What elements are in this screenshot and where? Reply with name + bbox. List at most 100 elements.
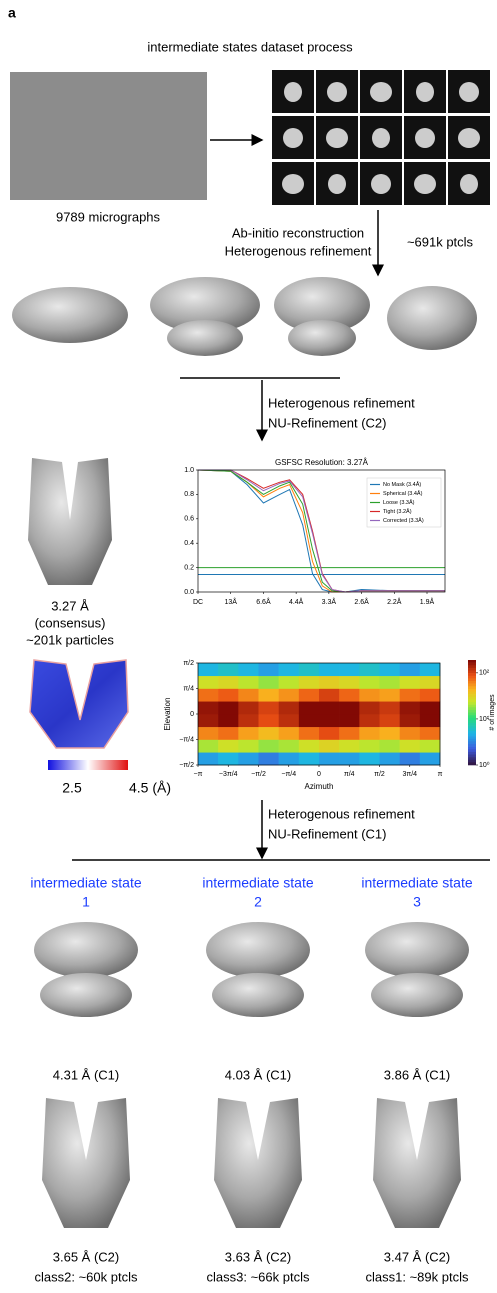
heat-cell	[359, 752, 380, 766]
class-blob	[415, 128, 435, 148]
heat-cell	[379, 739, 400, 753]
heat-cell	[339, 739, 360, 753]
heat-cell	[218, 739, 239, 753]
heat-cell	[298, 675, 320, 689]
heat-cell	[198, 726, 219, 740]
y-tick-label: 0.4	[184, 540, 194, 547]
micrographs-label: 9789 micrographs	[56, 209, 161, 224]
x-axis-label: Azimuth	[305, 782, 334, 791]
colorbar-segment	[468, 694, 476, 698]
colorbar-segment	[468, 712, 476, 716]
colorbar-segment	[468, 660, 476, 663]
state-resolution-c1: 4.03 Å (C1)	[225, 1067, 291, 1082]
heat-cell	[198, 688, 219, 702]
class-averages	[272, 70, 490, 205]
heat-cell	[419, 688, 441, 702]
particles-label: ~691k ptcls	[407, 234, 474, 249]
x-tick-label: π/2	[374, 771, 385, 778]
colorbar-segment	[468, 665, 476, 669]
heat-cell	[319, 675, 340, 689]
heat-cell	[238, 688, 259, 702]
colorbar-segment	[468, 683, 476, 687]
heat-cell	[218, 701, 239, 715]
chart-title: GSFSC Resolution: 3.27Å	[275, 458, 369, 467]
heat-cell	[359, 675, 380, 689]
heat-cell	[319, 739, 340, 753]
heat-cell	[419, 701, 441, 715]
y-tick-label: 0	[190, 711, 194, 718]
state-map	[34, 922, 138, 978]
heat-cell	[258, 714, 279, 728]
colorbar-segment	[468, 733, 476, 737]
colorbar-segment	[468, 707, 476, 711]
colorbar-segment	[468, 728, 476, 732]
state-class: class3: ~66k ptcls	[207, 1269, 310, 1284]
colorbar-tick-label: 10²	[479, 670, 490, 677]
heat-cell	[419, 714, 441, 728]
heat-cell	[298, 701, 320, 715]
class-blob	[370, 82, 392, 102]
colorbar-segment	[468, 738, 476, 742]
heat-cell	[379, 688, 400, 702]
class-blob	[460, 174, 478, 194]
heat-cell	[419, 739, 441, 753]
x-tick-label: 4.4Å	[289, 597, 304, 606]
colorbar-segment	[468, 717, 476, 721]
heat-cell	[319, 688, 340, 702]
fsc-curve	[198, 469, 445, 593]
heat-cell	[238, 663, 259, 677]
heat-cell	[218, 688, 239, 702]
class-blob	[282, 174, 304, 194]
ab-initio-maps	[12, 277, 477, 356]
local-resolution-map	[29, 659, 129, 749]
colorbar-segment	[468, 741, 476, 745]
state-map-c2	[214, 1098, 302, 1228]
heat-cell	[258, 726, 279, 740]
heat-cell	[238, 701, 259, 715]
heat-cell	[238, 714, 259, 728]
x-tick-label: 3π/4	[402, 771, 417, 778]
heat-cell	[319, 663, 340, 677]
legend-label: Spherical (3.4Å)	[383, 490, 423, 497]
step-text: NU-Refinement (C2)	[268, 415, 386, 430]
state-map	[40, 973, 132, 1017]
step-text: NU-Refinement (C1)	[268, 826, 386, 841]
colorbar-tick-label: 10¹	[479, 716, 490, 723]
colorbar-segment	[468, 702, 476, 705]
heat-cell	[379, 701, 400, 715]
heat-cell	[399, 714, 421, 728]
colorbar-segment	[468, 678, 476, 682]
panel-label: a	[8, 5, 16, 21]
class-blob	[416, 82, 434, 102]
heat-cell	[238, 726, 259, 740]
heat-cell	[419, 726, 441, 740]
state-class: class2: ~60k ptcls	[35, 1269, 138, 1284]
colorbar-segment	[468, 715, 476, 719]
states: intermediate state 1 4.31 Å (C1) 3.65 Å (C2…	[30, 875, 472, 1285]
heat-cell	[319, 701, 340, 715]
heat-cell	[198, 701, 219, 715]
colorbar-label: # of images	[489, 694, 496, 731]
step-text: Heterogenous refinement	[225, 243, 372, 258]
heat-cell	[419, 752, 441, 766]
y-tick-label: −π/4	[179, 736, 194, 743]
title: intermediate states dataset process	[147, 39, 353, 54]
consensus-text: 3.27 Å	[51, 598, 89, 613]
consensus-map	[28, 458, 112, 585]
state-map	[371, 973, 463, 1017]
heat-cell	[339, 701, 360, 715]
heat-cell	[278, 752, 300, 766]
colorbar-segment	[468, 709, 476, 713]
class-blob	[458, 128, 480, 148]
state-map-c2	[42, 1098, 130, 1228]
heat-cell	[278, 739, 300, 753]
colorbar-segment	[468, 759, 476, 763]
legend-label: Corrected (3.3Å)	[383, 517, 424, 524]
heat-cell	[399, 739, 421, 753]
x-tick-label: 2.6Å	[354, 597, 369, 606]
class-blob	[371, 174, 391, 194]
y-tick-label: 0.0	[184, 589, 194, 596]
heat-cell	[319, 752, 340, 766]
heat-cell	[238, 739, 259, 753]
